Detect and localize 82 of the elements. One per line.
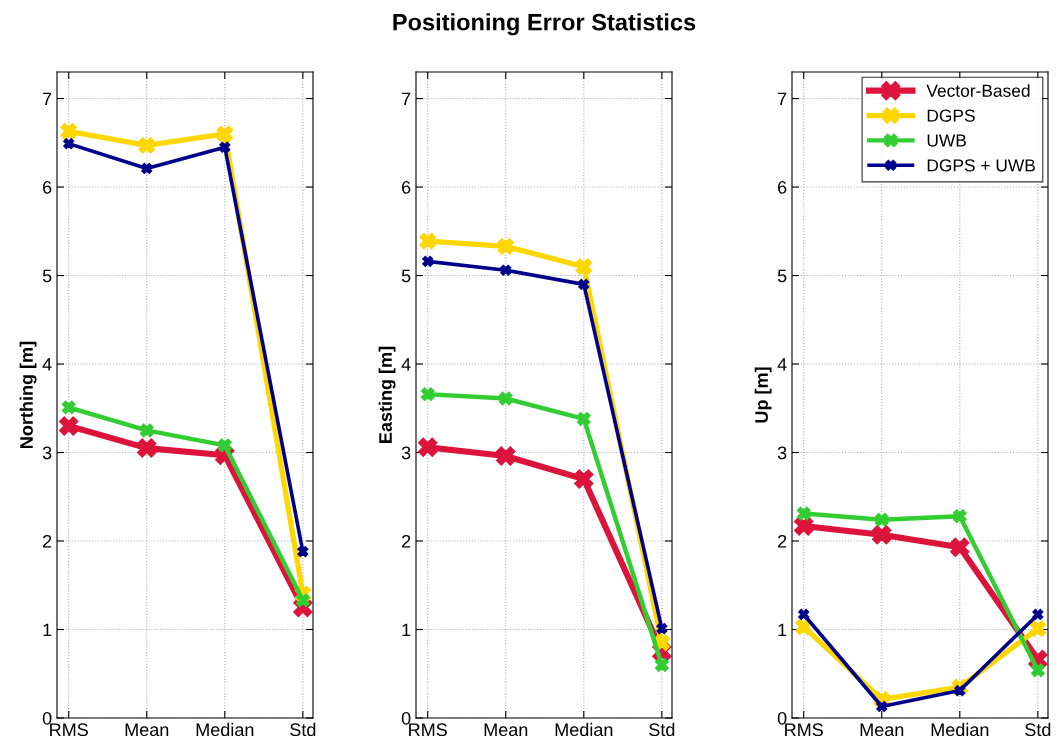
x-tick-label: Median — [555, 722, 613, 737]
point — [216, 125, 234, 143]
point — [60, 122, 78, 140]
point — [295, 593, 310, 608]
y-axis-title: Northing [m] — [19, 341, 37, 448]
y-tick-label: 4 — [777, 358, 787, 371]
point — [498, 391, 513, 406]
point — [872, 525, 892, 545]
point — [219, 141, 231, 153]
y-axis-title: Easting [m] — [378, 346, 396, 443]
point — [138, 137, 156, 154]
point — [141, 162, 153, 175]
point — [417, 437, 438, 457]
point — [874, 512, 889, 527]
y-tick-label: 0 — [777, 711, 787, 725]
x-tick-label: Mean — [125, 723, 169, 737]
y-tick-label: 0 — [401, 711, 411, 725]
point — [576, 411, 591, 426]
legend-label: Vector-Based — [926, 84, 1030, 97]
y-tick-label: 3 — [42, 446, 52, 460]
y-tick-label: 7 — [778, 92, 787, 106]
y-tick-label: 6 — [778, 180, 787, 194]
point — [575, 258, 593, 276]
y-tick-label: 2 — [43, 534, 52, 548]
point — [496, 446, 516, 466]
legend-label: DGPS + UWB — [927, 159, 1035, 172]
y-axis-title: Up [m] — [754, 367, 772, 423]
x-tick-label: Mean — [484, 723, 528, 737]
point — [656, 623, 668, 635]
y-tick-label: 3 — [777, 446, 787, 460]
point — [217, 438, 232, 453]
point — [139, 423, 154, 438]
point — [1029, 620, 1047, 637]
x-tick-label: RMS — [409, 723, 447, 737]
point — [574, 469, 594, 489]
x-tick-label: Mean — [860, 723, 904, 737]
point — [798, 608, 810, 621]
point — [952, 509, 967, 524]
x-tick-label: RMS — [50, 723, 88, 737]
legend-label: DGPS — [927, 109, 975, 122]
point — [422, 255, 434, 267]
y-tick-label: 4 — [42, 358, 52, 371]
point — [297, 546, 309, 558]
point — [578, 278, 590, 290]
x-tick-label: Median — [931, 722, 989, 737]
y-tick-label: 2 — [778, 534, 787, 548]
x-tick-label: Std — [1025, 722, 1051, 737]
point — [654, 657, 669, 672]
y-tick-label: 7 — [402, 92, 411, 106]
y-tick-label: 7 — [43, 92, 52, 106]
y-tick-label: 1 — [43, 623, 52, 637]
point — [63, 138, 75, 150]
point — [1030, 663, 1045, 678]
point — [58, 416, 79, 436]
point — [419, 232, 437, 250]
point — [500, 264, 512, 276]
x-tick-label: Std — [649, 722, 675, 737]
point — [796, 506, 811, 521]
legend-label: UWB — [927, 134, 966, 147]
point — [950, 537, 970, 557]
y-tick-label: 1 — [402, 623, 411, 637]
y-tick-label: 5 — [777, 269, 787, 283]
point — [876, 700, 888, 713]
y-tick-label: 0 — [42, 711, 52, 725]
x-tick-label: RMS — [785, 723, 823, 737]
point — [61, 400, 76, 415]
y-tick-label: 6 — [402, 180, 411, 194]
y-tick-label: 1 — [778, 623, 787, 637]
point — [137, 438, 157, 458]
point — [420, 387, 435, 402]
point — [1032, 608, 1044, 621]
x-tick-label: Median — [196, 722, 254, 737]
y-tick-label: 2 — [402, 534, 411, 548]
point — [497, 237, 515, 255]
chart-title: Positioning Error Statistics — [393, 13, 696, 36]
y-tick-label: 5 — [401, 269, 411, 283]
y-tick-label: 3 — [401, 446, 411, 460]
point — [793, 516, 814, 536]
y-tick-label: 4 — [401, 358, 411, 371]
y-tick-label: 5 — [42, 269, 52, 283]
x-tick-label: Std — [290, 722, 316, 737]
y-tick-label: 6 — [43, 180, 52, 194]
